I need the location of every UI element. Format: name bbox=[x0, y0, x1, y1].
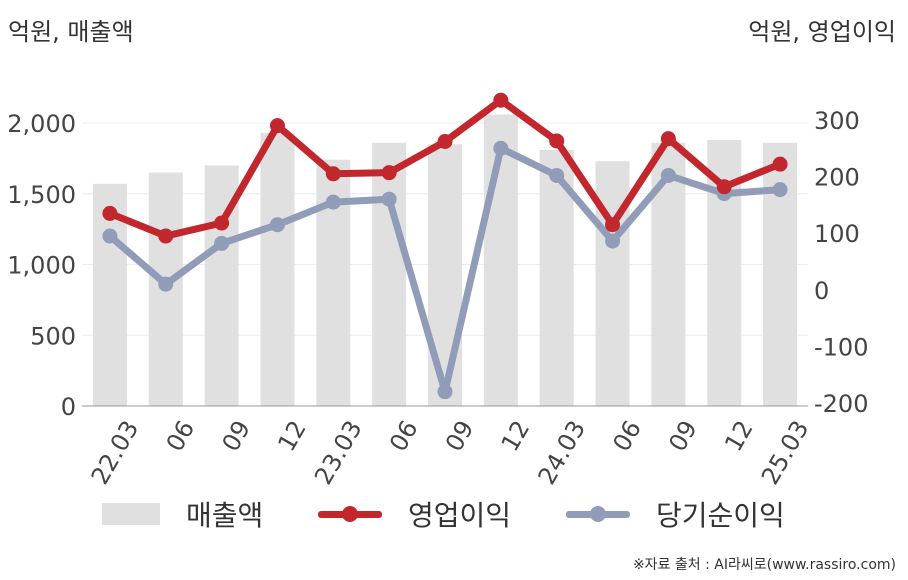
right-tick-label: 300 bbox=[814, 107, 860, 135]
left-tick-label: 1,000 bbox=[7, 252, 76, 280]
source-note: ※자료 출처 : AI라씨로(www.rassiro.com) bbox=[632, 557, 896, 573]
right-tick-label: 100 bbox=[814, 220, 860, 248]
net-profit-point bbox=[493, 140, 509, 156]
x-tick-label: 23.03 bbox=[309, 416, 368, 490]
legend-swatch-operating bbox=[318, 503, 382, 525]
operating-profit-point bbox=[269, 118, 285, 134]
right-axis-unit: 억원, 영업이익 bbox=[748, 18, 896, 46]
x-tick-label: 06 bbox=[607, 416, 647, 456]
operating-profit-point bbox=[605, 217, 621, 233]
profit-lines bbox=[102, 92, 788, 400]
net-profit-point bbox=[772, 182, 788, 198]
operating-profit-point bbox=[549, 133, 565, 149]
legend-item-operating: 영업이익 bbox=[318, 492, 511, 536]
operating-profit-point bbox=[437, 134, 453, 150]
legend-label-net: 당기순이익 bbox=[656, 499, 785, 532]
operating-profit-point bbox=[660, 131, 676, 147]
x-tick-label: 25.03 bbox=[756, 416, 815, 490]
revenue-bar bbox=[595, 161, 630, 406]
left-axis-ticks: 0 500 1,000 1,500 2,000 bbox=[7, 110, 76, 421]
x-tick-label: 06 bbox=[384, 416, 424, 456]
net-profit-point bbox=[158, 276, 174, 292]
operating-profit-point bbox=[716, 179, 732, 195]
revenue-bar bbox=[428, 144, 462, 406]
operating-profit-point bbox=[772, 156, 788, 172]
net-profit-point bbox=[605, 233, 621, 249]
revenue-bar bbox=[260, 132, 295, 406]
x-tick-label: 09 bbox=[440, 416, 480, 456]
left-tick-label: 1,500 bbox=[7, 181, 76, 209]
x-tick-label: 06 bbox=[161, 416, 201, 456]
x-tick-label: 24.03 bbox=[533, 416, 592, 490]
net-profit-point bbox=[381, 191, 397, 207]
operating-profit-point bbox=[102, 205, 118, 221]
right-axis-ticks: -200 -100 0 100 200 300 bbox=[814, 107, 868, 418]
legend-swatch-revenue bbox=[102, 503, 160, 525]
legend-item-revenue: 매출액 bbox=[102, 492, 263, 536]
right-tick-label: -200 bbox=[814, 390, 868, 418]
net-profit-point bbox=[437, 384, 453, 400]
net-profit-point bbox=[269, 217, 285, 233]
revenue-bar bbox=[372, 142, 407, 406]
x-tick-label: 12 bbox=[496, 416, 536, 456]
operating-profit-point bbox=[493, 92, 509, 108]
operating-profit-point bbox=[381, 165, 397, 181]
net-profit-point bbox=[549, 167, 565, 183]
x-tick-label: 09 bbox=[217, 416, 257, 456]
left-tick-label: 0 bbox=[61, 393, 76, 421]
legend-swatch-net bbox=[566, 503, 630, 525]
x-tick-label: 09 bbox=[663, 416, 703, 456]
operating-profit-point bbox=[158, 228, 174, 244]
x-tick-label: 22.03 bbox=[86, 416, 145, 490]
right-tick-label: 0 bbox=[814, 277, 829, 305]
left-tick-label: 2,000 bbox=[7, 110, 76, 138]
left-tick-label: 500 bbox=[30, 322, 76, 350]
x-tick-label: 12 bbox=[272, 416, 312, 456]
legend-item-net: 당기순이익 bbox=[566, 492, 785, 536]
right-tick-label: -100 bbox=[814, 333, 868, 361]
net-profit-point bbox=[214, 235, 230, 251]
legend-label-operating: 영업이익 bbox=[408, 499, 512, 532]
x-tick-label: 12 bbox=[719, 416, 759, 456]
left-axis-unit: 억원, 매출액 bbox=[8, 18, 134, 46]
net-profit-point bbox=[660, 167, 676, 183]
net-profit-point bbox=[325, 194, 341, 210]
net-profit-point bbox=[102, 228, 118, 244]
legend: 매출액 영업이익 당기순이익 bbox=[0, 492, 908, 536]
operating-profit-point bbox=[214, 215, 230, 231]
legend-label-revenue: 매출액 bbox=[186, 499, 264, 532]
operating-profit-point bbox=[325, 166, 341, 182]
right-tick-label: 200 bbox=[814, 164, 860, 192]
